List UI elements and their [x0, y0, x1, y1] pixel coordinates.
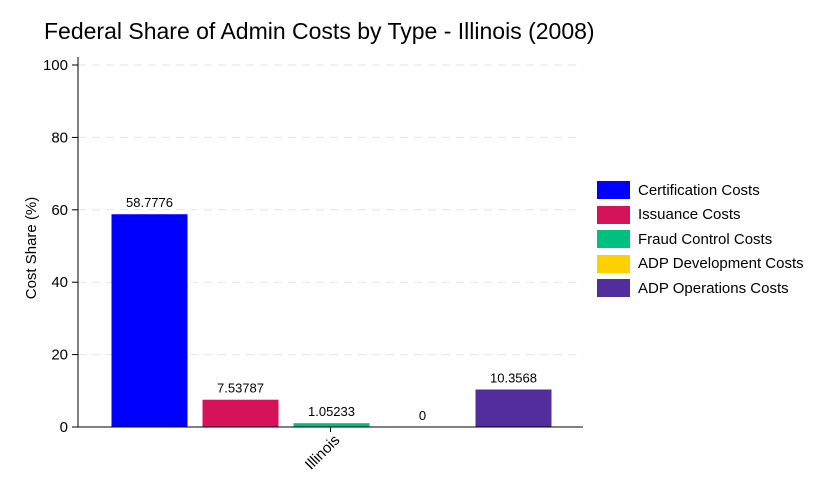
legend-item: ADP Development Costs — [597, 252, 804, 277]
bar-certification-costs — [111, 214, 188, 427]
legend-item: Fraud Control Costs — [597, 227, 804, 252]
y-tick-label: 20 — [51, 347, 68, 364]
bar-adp-operations-costs — [475, 389, 552, 427]
legend-item: Certification Costs — [597, 178, 804, 203]
data-labels: 58.7776 7.53787 1.05233 0 10.3568 — [126, 195, 537, 423]
bar-fraud-control-costs — [293, 423, 370, 427]
y-tick-label: 80 — [51, 129, 68, 146]
legend-label: Fraud Control Costs — [638, 230, 773, 248]
bars — [111, 214, 552, 427]
data-label: 10.3568 — [490, 371, 537, 386]
data-label: 7.53787 — [217, 381, 264, 396]
y-tick-label: 100 — [43, 57, 68, 74]
legend-label: Issuance Costs — [638, 206, 741, 224]
data-label: 0 — [419, 408, 426, 423]
legend-swatch — [597, 205, 630, 224]
data-label: 1.05233 — [308, 404, 355, 419]
y-tick-label: 40 — [51, 274, 68, 291]
legend-label: Certification Costs — [638, 181, 760, 199]
legend-swatch — [597, 279, 630, 298]
legend: Certification Costs Issuance Costs Fraud C… — [597, 178, 804, 301]
legend-item: ADP Operations Costs — [597, 276, 804, 301]
y-axis-label: Cost Share (%) — [23, 197, 40, 300]
x-tick-label: Illinois — [302, 432, 343, 473]
legend-swatch — [597, 254, 630, 273]
y-tick-label: 0 — [60, 419, 68, 436]
y-tick-label: 60 — [51, 202, 68, 219]
chart-title: Federal Share of Admin Costs by Type - I… — [44, 18, 595, 44]
legend-swatch — [597, 230, 630, 249]
legend-item: Issuance Costs — [597, 203, 804, 228]
bar-issuance-costs — [202, 399, 279, 427]
legend-label: ADP Operations Costs — [638, 279, 789, 297]
data-label: 58.7776 — [126, 195, 173, 210]
legend-swatch — [597, 181, 630, 200]
legend-label: ADP Development Costs — [638, 255, 804, 273]
